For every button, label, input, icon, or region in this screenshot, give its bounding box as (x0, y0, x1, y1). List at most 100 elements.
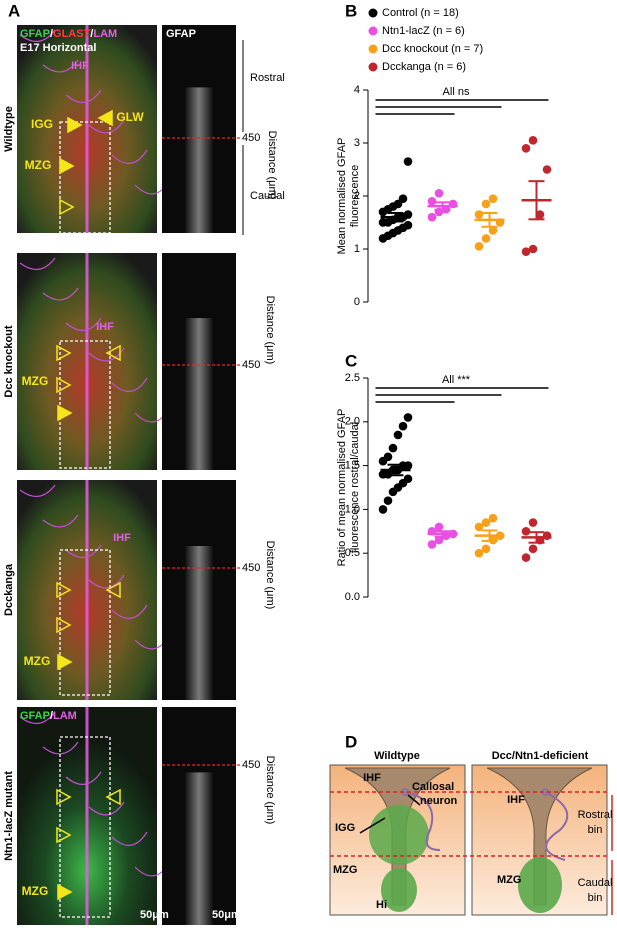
dot (474, 522, 484, 532)
vessel (65, 317, 102, 331)
panel-label: D (345, 732, 357, 751)
vessel (42, 287, 79, 301)
vessel (111, 831, 148, 846)
glia (369, 805, 429, 865)
legend-label: Ntn1-lacZ (n = 6) (382, 25, 465, 37)
vessel (65, 89, 102, 103)
structure-label: IGG (31, 117, 53, 131)
scale-bar: 50μm (140, 909, 169, 921)
bin-label: bin (588, 892, 603, 904)
stain-part: / (50, 710, 53, 722)
bin-label: Rostral (578, 809, 613, 821)
stain-part: / (90, 28, 93, 40)
gfap-label: GFAP (166, 28, 196, 40)
stain-label: GFAP/LAM (20, 710, 77, 722)
arrowhead (57, 653, 73, 671)
dot (403, 220, 413, 230)
genotype: Ntn1-lacZ mutant (3, 771, 15, 861)
dot (434, 535, 444, 545)
dot (427, 540, 437, 549)
gfap-signal (185, 318, 213, 470)
vessel (65, 544, 102, 558)
dot (403, 461, 413, 470)
dot (427, 212, 437, 222)
arrowhead (57, 883, 73, 901)
legend-label: Control (n = 18) (382, 7, 459, 19)
dot (403, 157, 413, 166)
distance-tick: 450 (242, 759, 260, 771)
structure-label: IHF (113, 532, 131, 544)
vessel (19, 29, 56, 42)
roi-box (59, 736, 111, 918)
axon (404, 791, 441, 851)
arrowhead (105, 344, 121, 362)
dot (535, 210, 545, 219)
legend-label: Dcc knockout (n = 7) (382, 43, 483, 55)
arrowhead (67, 116, 83, 134)
glia (518, 857, 562, 913)
label: MZG (333, 864, 357, 876)
structure-label: IHF (96, 321, 114, 333)
y-axis-label: Ratio of mean normalised GFAP (336, 409, 348, 567)
vessel (65, 771, 102, 785)
dot (481, 518, 491, 527)
y-tick-label: 2.5 (345, 372, 360, 384)
dot (383, 452, 393, 462)
label: Hi (376, 899, 387, 911)
dot (434, 522, 444, 532)
dot (528, 544, 538, 554)
vessel (88, 801, 125, 816)
vessel (19, 257, 56, 270)
arrow (407, 794, 421, 806)
arrowhead (105, 581, 121, 599)
bin-label: Caudal (250, 190, 285, 202)
dot (388, 443, 398, 453)
arrowhead (56, 826, 72, 844)
diagram-title: Dcc/Ntn1-deficient (492, 750, 589, 762)
dot (521, 553, 531, 562)
dot (403, 413, 413, 422)
structure-label: MZG (25, 158, 52, 172)
vessel (19, 484, 56, 497)
genotype: Dcckanga (3, 563, 15, 616)
y-tick-label: 0.5 (345, 547, 360, 559)
arrowhead (56, 788, 72, 806)
y-tick-label: 1.5 (345, 460, 360, 472)
structure-label: IHF (71, 60, 89, 72)
significance-label: All ns (443, 86, 470, 98)
significance-label: All *** (442, 374, 471, 386)
arrowhead (59, 157, 75, 175)
y-tick-label: 0.0 (345, 591, 360, 603)
dot (393, 430, 403, 440)
scale-bar: 50μm (212, 909, 241, 921)
dot (378, 505, 388, 514)
structure-label: MZG (22, 374, 49, 388)
arrowhead (105, 788, 121, 806)
glia (381, 868, 417, 912)
label: MZG (497, 874, 521, 886)
arrowhead (57, 404, 73, 422)
dot (521, 247, 531, 256)
distance-tick: 450 (242, 132, 260, 144)
axis-label: Distance (μm) (264, 541, 276, 610)
y-tick-label: 4 (354, 84, 360, 96)
y-tick-label: 3 (354, 137, 360, 149)
gfap-signal (185, 772, 213, 925)
roi-box (59, 121, 111, 234)
gfap-signal (185, 546, 213, 700)
stain-part: / (50, 28, 53, 40)
dot (481, 234, 491, 243)
dot (434, 189, 444, 198)
label: IHF (363, 772, 381, 784)
arrowhead (56, 344, 72, 362)
axis-label: Distance (μm) (264, 756, 276, 825)
vessel (42, 741, 79, 755)
bin-label: bin (588, 824, 603, 836)
vessel (88, 347, 125, 362)
arrowhead (56, 581, 72, 599)
vessel (88, 119, 125, 134)
distance-tick: 450 (242, 359, 260, 371)
arrow (359, 817, 386, 834)
legend-dot (368, 8, 378, 18)
dot (528, 244, 538, 254)
